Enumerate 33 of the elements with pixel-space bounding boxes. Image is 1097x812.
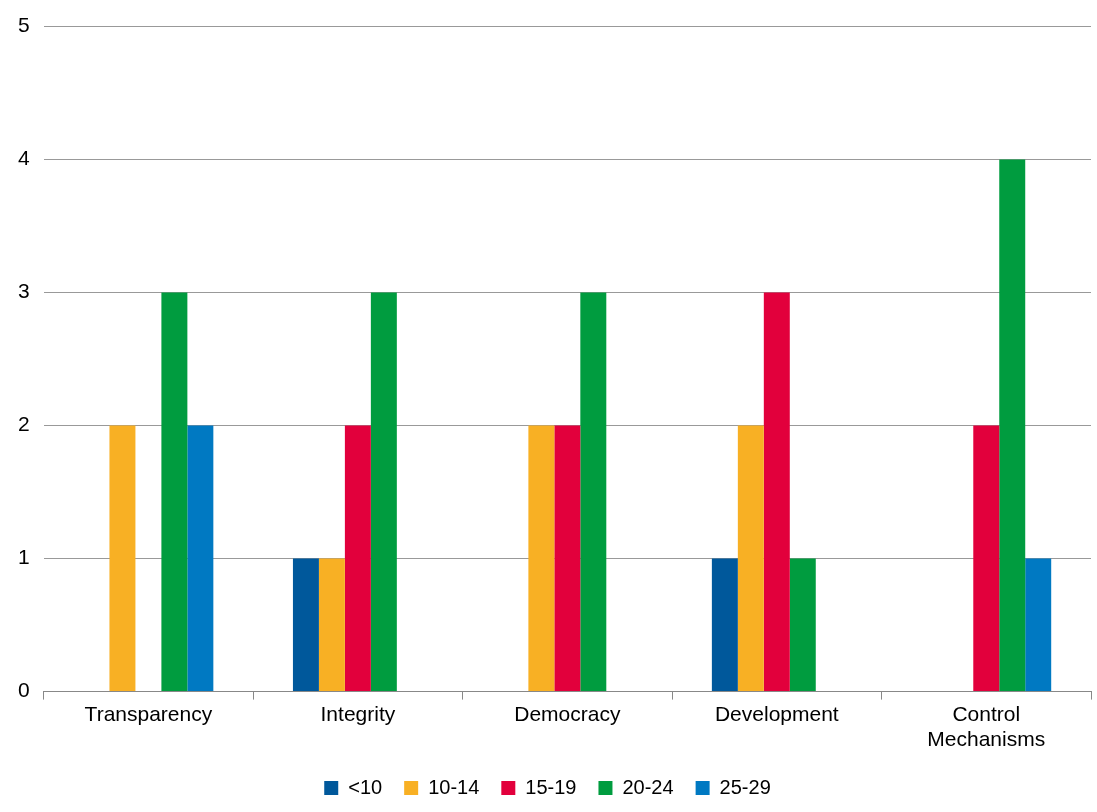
x-tick-label: Control Mechanisms bbox=[927, 702, 1046, 751]
bar bbox=[1025, 558, 1052, 692]
legend-label: 10-14 bbox=[428, 775, 480, 798]
bar bbox=[528, 425, 555, 692]
x-tick-label: Integrity bbox=[320, 702, 396, 725]
bar bbox=[318, 558, 345, 692]
bar bbox=[370, 292, 397, 692]
bar bbox=[344, 425, 371, 692]
y-tick-label: 3 bbox=[17, 279, 30, 303]
bar bbox=[711, 558, 738, 692]
x-tick-label: Development bbox=[714, 702, 839, 725]
y-tick-label: 0 bbox=[17, 678, 30, 702]
bar bbox=[161, 292, 188, 692]
bar bbox=[580, 292, 607, 692]
bar bbox=[763, 292, 790, 692]
legend-label: 20-24 bbox=[622, 775, 674, 798]
legend-label: 15-19 bbox=[525, 775, 577, 798]
bar bbox=[789, 558, 816, 692]
legend-label: 25-29 bbox=[719, 775, 771, 798]
y-tick-label: 4 bbox=[17, 146, 30, 170]
bar bbox=[737, 425, 764, 692]
bar bbox=[554, 425, 581, 692]
legend-label: <10 bbox=[348, 775, 383, 798]
y-tick-label: 1 bbox=[17, 545, 30, 569]
bar bbox=[292, 558, 319, 692]
x-tick-label: Transparency bbox=[84, 702, 213, 725]
y-tick-label: 5 bbox=[17, 13, 30, 37]
y-tick-label: 2 bbox=[17, 412, 30, 436]
bar bbox=[973, 425, 1000, 692]
bar bbox=[109, 425, 136, 692]
bar bbox=[187, 425, 214, 692]
x-tick-label: Democracy bbox=[514, 702, 621, 725]
bar bbox=[999, 159, 1026, 692]
